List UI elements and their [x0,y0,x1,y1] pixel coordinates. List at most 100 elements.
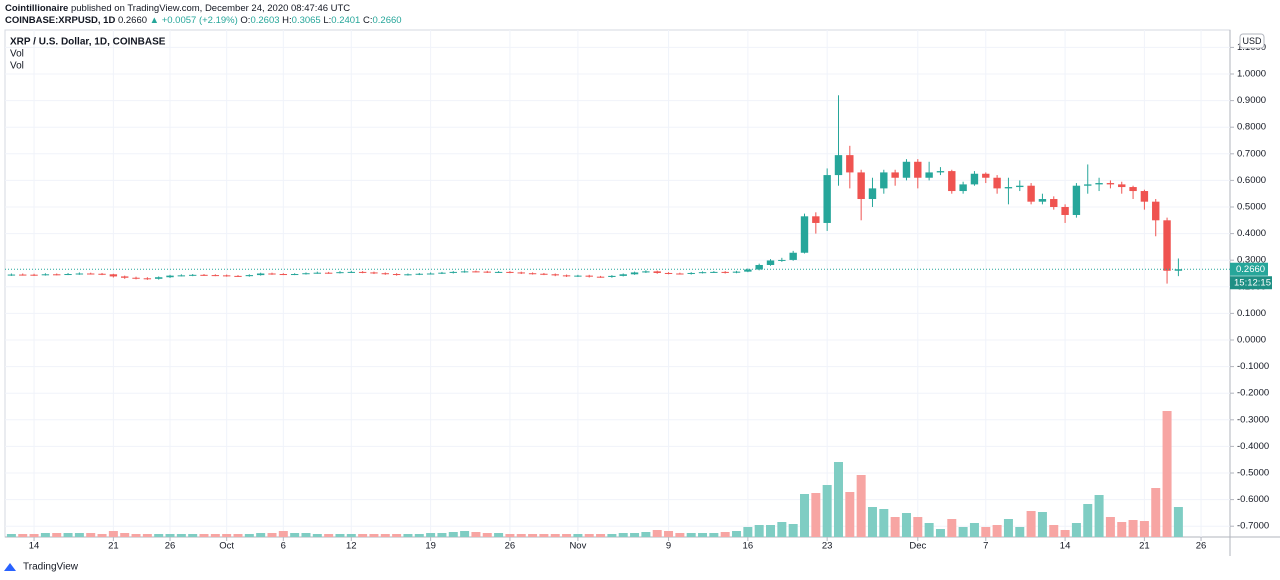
volume-bar [6,534,16,537]
volume-bar [550,534,560,537]
x-tick-label: 26 [505,541,516,552]
volume-bar [788,524,798,537]
currency-box[interactable] [1239,33,1265,49]
volume-bar [256,533,266,537]
plot-frame [4,29,1231,538]
candle-body [381,273,389,275]
candle-body [392,274,401,276]
volume-bar [652,530,662,537]
volume-bars [6,411,1183,537]
volume-bar [426,533,436,537]
candle-body [1095,183,1103,185]
volume-bar [1026,511,1036,537]
candle-body [1140,191,1149,202]
candle-body [540,273,548,275]
candle-body [812,216,820,223]
x-tick-label: 26 [1196,541,1207,552]
candle-body [959,184,967,192]
candle-body [75,273,84,275]
candle-body [19,274,27,276]
volume-bar [97,534,107,537]
candle-body [438,272,446,274]
candle-body [948,171,956,192]
candle-body [732,271,741,273]
open-value: 0.2603 [250,15,279,26]
candle-body [789,252,797,260]
candle-body [653,271,661,273]
x-tick-label: 14 [1060,541,1071,552]
y-tick-label: 0.7000 [1237,148,1266,159]
volume-bar [369,534,379,537]
change: ▲ +0.0057 (+2.19%) [150,15,238,26]
volume-bar [720,532,730,537]
candle-body [1118,184,1126,188]
candle-body [846,155,854,173]
candle-body [121,276,129,278]
x-tick-label: 12 [346,541,357,552]
candle-body [494,271,503,273]
volume-bar [86,533,96,537]
volume-bar [505,534,515,537]
volume-bar [1049,525,1059,537]
volume-bar [120,533,130,537]
candle-body [154,277,163,279]
candle-body [528,273,537,275]
y-tick-label: 1.0000 [1237,69,1266,80]
candle-body [7,274,16,276]
volume-bar [732,531,742,537]
candle-body [914,161,922,178]
high-value: 0.3065 [292,15,321,26]
volume-bar [833,462,843,537]
volume-bar [811,493,821,537]
volume-bar [494,533,504,537]
close-label: C: [360,15,372,26]
y-tick-label: 0.8000 [1237,122,1266,133]
volume-bar [596,534,606,537]
volume-bar [131,534,141,537]
volume-bar [18,534,28,537]
volume-bar [403,534,413,537]
candle-body [415,273,423,275]
volume-bar [969,523,979,537]
candle-body [642,271,650,273]
candle-body [993,177,1001,189]
low-label: L: [321,15,332,26]
currency[interactable]: USD [1242,36,1262,46]
candle-body [619,274,627,276]
volume-bar [471,532,481,537]
volume-bar [278,531,288,537]
volume-bar [392,534,402,537]
candle-body [608,275,616,277]
volume-bar [879,509,889,537]
candle-body [109,274,118,277]
candle-body [449,271,457,273]
candle-body [936,171,945,173]
volume-bar [1105,517,1115,537]
volume-bar [698,533,708,537]
candle-body [970,173,979,185]
candle-body [404,274,412,276]
candle-body [891,172,899,178]
x-tick-label: 26 [165,541,176,552]
candle-body [41,274,50,276]
candle-body [982,173,990,178]
x-tick-label: 19 [425,541,436,552]
volume-bar [290,533,300,537]
volume-bar [335,534,345,537]
volume-bar [516,534,526,537]
candle-body [460,271,469,273]
candle-body [562,275,571,277]
volume-bar [199,534,209,537]
volume-bar [1060,530,1070,537]
candle-body [336,272,344,274]
volume-bar [913,517,923,537]
volume-bar [267,533,277,537]
candle-body [744,269,752,272]
candle-body [766,260,775,265]
candle-body [358,271,367,273]
y-tick-label: 0.6000 [1237,175,1266,186]
volume-bar [1037,512,1047,537]
volume-bar [165,534,175,537]
